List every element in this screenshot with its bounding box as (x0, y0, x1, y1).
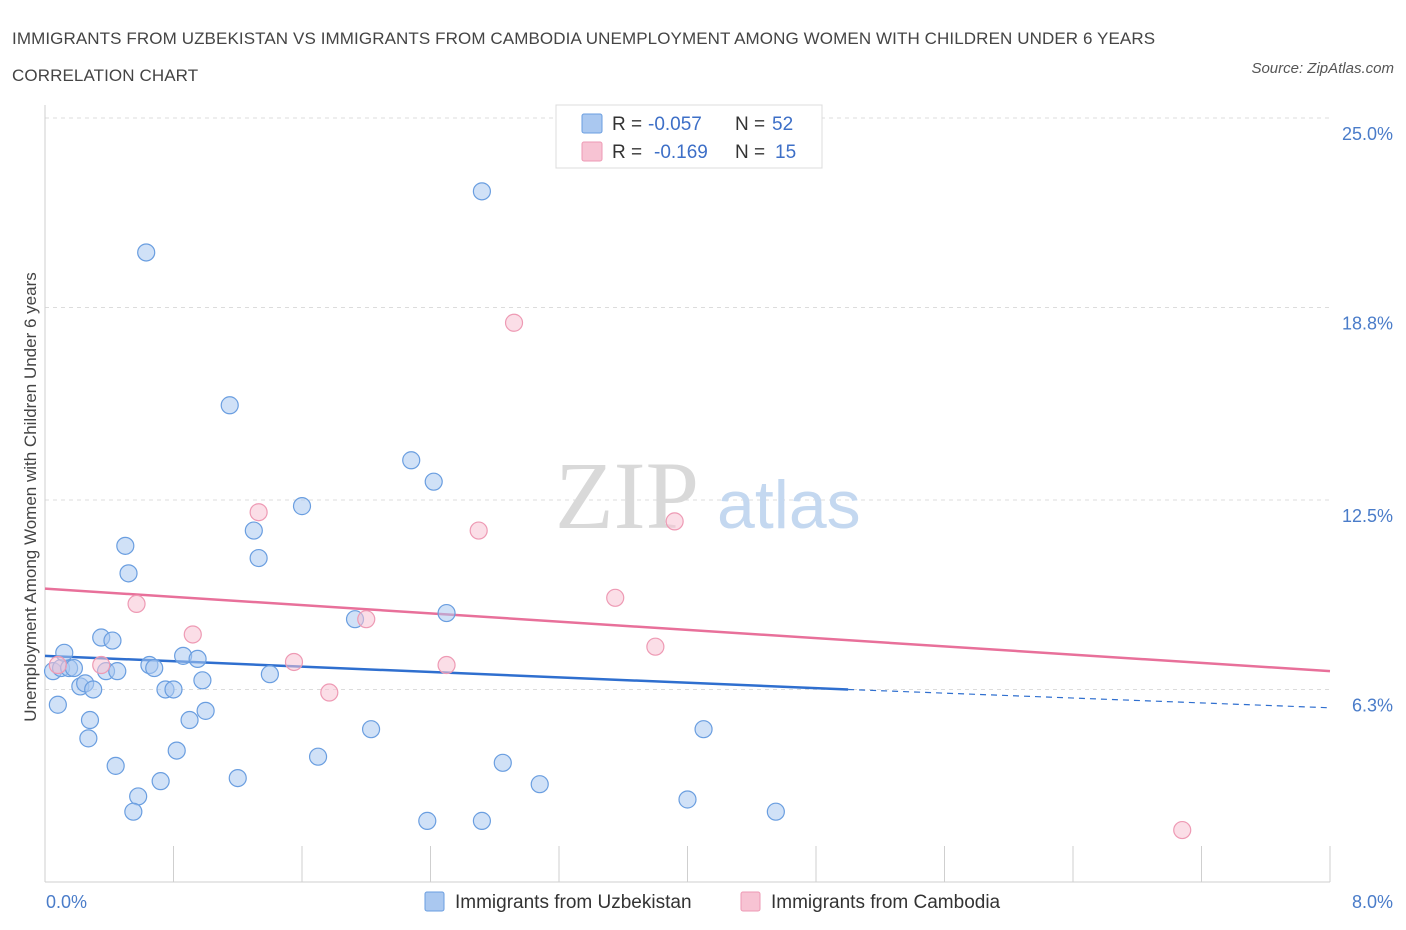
point-uzbekistan (193, 671, 212, 690)
point-uzbekistan (220, 396, 239, 415)
series-legend: Immigrants from Uzbekistan Immigrants fr… (424, 891, 1001, 913)
point-cambodia (646, 637, 665, 656)
trend-line-cambodia (44, 587, 1331, 673)
point-uzbekistan (766, 802, 785, 821)
series-legend-swatch-uzbekistan (424, 891, 445, 912)
trend-line-uzbekistan-extension (848, 688, 1331, 709)
point-uzbekistan (180, 710, 199, 730)
point-uzbekistan (103, 631, 122, 650)
y-axis-label: Unemployment Among Women with Children U… (21, 272, 40, 721)
point-cambodia (92, 655, 111, 675)
legend-n-label-1: N = (735, 114, 765, 135)
point-uzbekistan (694, 720, 713, 739)
point-cambodia (504, 313, 524, 332)
point-uzbekistan (116, 536, 135, 555)
point-uzbekistan (361, 720, 381, 739)
point-uzbekistan (124, 802, 143, 821)
chart-title: IMMIGRANTS FROM UZBEKISTAN VS IMMIGRANTS… (12, 29, 1156, 85)
point-uzbekistan (530, 775, 549, 794)
legend-r-label-2: R = (612, 142, 642, 163)
point-uzbekistan (472, 182, 491, 201)
point-uzbekistan (145, 658, 164, 678)
legend-r-label-1: R = (612, 114, 642, 135)
point-cambodia (665, 512, 684, 531)
point-uzbekistan (244, 521, 263, 540)
point-cambodia (48, 655, 67, 675)
legend-n-value-1: 52 (772, 114, 793, 135)
point-uzbekistan (167, 741, 186, 760)
watermark: ZIP atlas (555, 442, 861, 549)
point-uzbekistan (472, 811, 491, 830)
point-uzbekistan (678, 790, 697, 809)
watermark-atlas: atlas (717, 467, 861, 543)
legend-r-value-1: -0.057 (648, 114, 702, 135)
point-uzbekistan (129, 787, 148, 806)
point-uzbekistan (164, 680, 183, 699)
x-tick-min: 0.0% (46, 892, 87, 912)
point-uzbekistan (48, 695, 67, 714)
point-uzbekistan (137, 243, 156, 262)
point-uzbekistan (64, 658, 84, 678)
series-legend-label-cambodia: Immigrants from Cambodia (771, 892, 1001, 913)
watermark-zip: ZIP (555, 442, 699, 549)
point-uzbekistan (79, 729, 98, 748)
point-cambodia (357, 610, 376, 629)
point-uzbekistan (106, 756, 125, 775)
point-cambodia (1173, 820, 1192, 840)
point-uzbekistan (249, 548, 268, 568)
point-cambodia (437, 655, 456, 675)
legend-swatch-cambodia (581, 141, 603, 162)
point-uzbekistan (84, 680, 103, 699)
point-uzbekistan (196, 701, 215, 720)
point-uzbekistan (108, 662, 127, 681)
point-uzbekistan (424, 472, 443, 491)
x-tick-max: 8.0% (1352, 892, 1393, 912)
legend-n-label-2: N = (735, 142, 765, 163)
point-uzbekistan (493, 753, 512, 772)
point-uzbekistan (418, 811, 437, 830)
y-tick-labels: 6.3% 12.5% 18.8% 25.0% (1342, 124, 1393, 715)
point-cambodia (284, 652, 304, 672)
point-uzbekistan (119, 564, 138, 583)
point-uzbekistan (80, 710, 100, 730)
point-uzbekistan (228, 768, 247, 788)
point-uzbekistan (292, 497, 312, 516)
y-tick-label: 6.3% (1352, 695, 1393, 715)
legend-swatch-uzbekistan (581, 113, 603, 134)
y-tick-label: 12.5% (1342, 506, 1393, 526)
legend-r-value-2: -0.169 (654, 142, 708, 163)
y-tick-label: 25.0% (1342, 124, 1393, 144)
point-uzbekistan (260, 665, 279, 684)
source-label: Source: ZipAtlas.com (1251, 60, 1394, 77)
stats-legend: R = -0.057 N = 52 R = -0.169 N = 15 (555, 104, 823, 169)
series-legend-label-uzbekistan: Immigrants from Uzbekistan (455, 892, 692, 913)
point-uzbekistan (437, 603, 456, 623)
legend-n-value-2: 15 (775, 142, 796, 163)
point-cambodia (249, 503, 268, 522)
point-uzbekistan (151, 772, 170, 791)
point-cambodia (469, 521, 488, 540)
axes (44, 105, 1331, 883)
point-cambodia (320, 683, 339, 702)
point-uzbekistan (188, 649, 207, 669)
point-uzbekistan (308, 747, 328, 766)
point-cambodia (127, 594, 146, 614)
y-tick-label: 18.8% (1342, 313, 1393, 333)
point-uzbekistan (402, 451, 421, 470)
point-cambodia (183, 625, 202, 644)
data-points (43, 182, 1192, 840)
point-cambodia (606, 588, 625, 607)
series-legend-swatch-cambodia (740, 891, 761, 912)
